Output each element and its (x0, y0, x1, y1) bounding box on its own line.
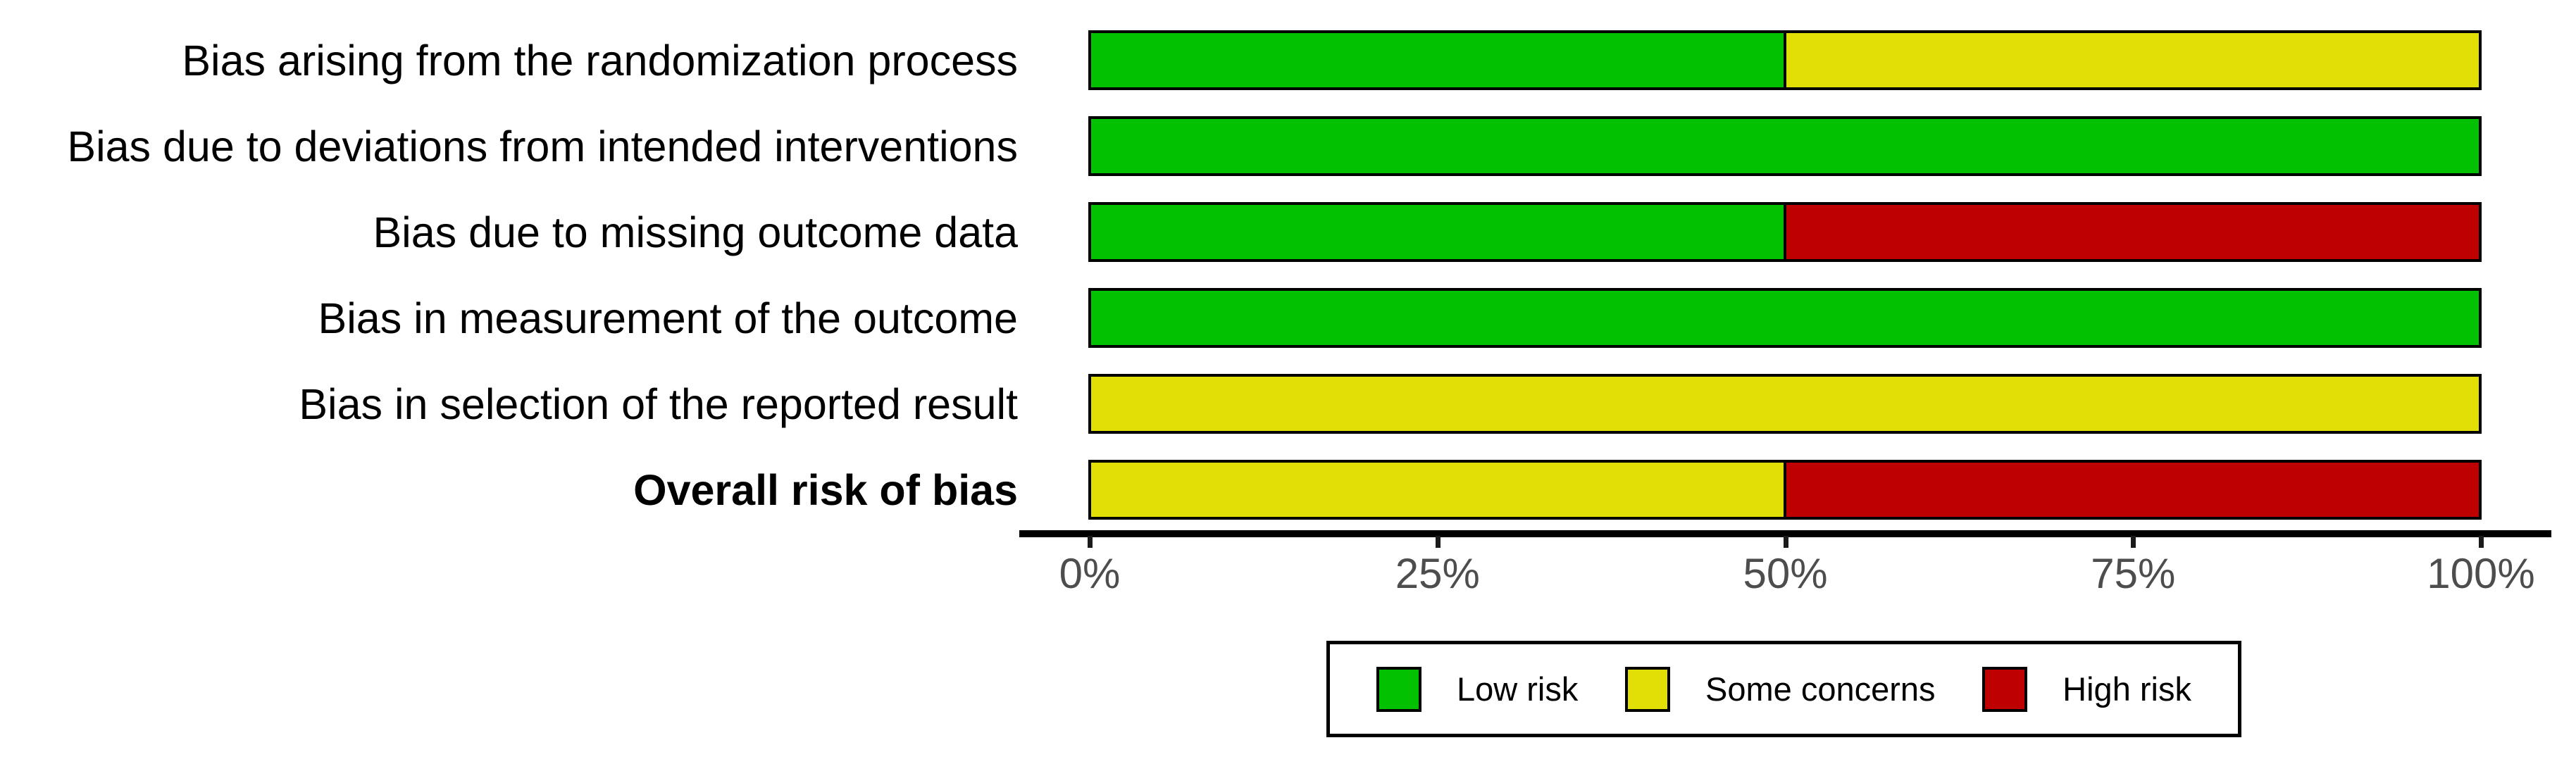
stacked-bar (1088, 460, 2482, 520)
legend-label: Low risk (1457, 670, 1579, 708)
bar-segment (1088, 116, 2482, 176)
row-label: Bias due to missing outcome data (373, 208, 1018, 256)
stacked-bar (1088, 116, 2482, 176)
x-axis-tick-label: 100% (2427, 550, 2535, 597)
x-axis-tick (1435, 536, 1441, 548)
bar-segment (1088, 374, 2482, 434)
x-axis-tick-label: 75% (2091, 550, 2176, 597)
legend-swatch (1625, 666, 1670, 712)
row-label: Overall risk of bias (633, 465, 1018, 514)
legend-item: Some concerns (1625, 666, 1936, 712)
row-label: Bias in measurement of the outcome (318, 294, 1018, 342)
legend-label: High risk (2062, 670, 2191, 708)
x-axis-tick-label: 50% (1743, 550, 1828, 597)
legend: Low risk Some concerns High risk (1326, 641, 2241, 737)
bar-segment (1088, 288, 2482, 348)
bar-segment (1088, 460, 1786, 520)
x-axis-tick (1783, 536, 1788, 548)
x-axis-tick (1088, 536, 1093, 548)
bar-segment (1088, 30, 1786, 90)
stacked-bar (1088, 288, 2482, 348)
row-label: Bias due to deviations from intended int… (67, 122, 1018, 170)
legend-item: Low risk (1376, 666, 1579, 712)
x-axis-tick (2479, 536, 2484, 548)
x-axis-tick-label: 0% (1059, 550, 1121, 597)
legend-swatch (1376, 666, 1421, 712)
x-axis-tick-label: 25% (1395, 550, 1480, 597)
bar-segment (1088, 202, 1786, 262)
x-axis-line (1019, 530, 2551, 537)
bar-segment (1784, 202, 2482, 262)
bar-segment (1784, 30, 2482, 90)
bar-segment (1784, 460, 2482, 520)
legend-item: High risk (1982, 666, 2191, 712)
stacked-bar (1088, 30, 2482, 90)
row-label: Bias in selection of the reported result (299, 380, 1018, 428)
legend-label: Some concerns (1705, 670, 1936, 708)
legend-swatch (1982, 666, 2028, 712)
row-label: Bias arising from the randomization proc… (182, 36, 1018, 84)
stacked-bar (1088, 374, 2482, 434)
stacked-bar (1088, 202, 2482, 262)
x-axis-tick (2131, 536, 2136, 548)
